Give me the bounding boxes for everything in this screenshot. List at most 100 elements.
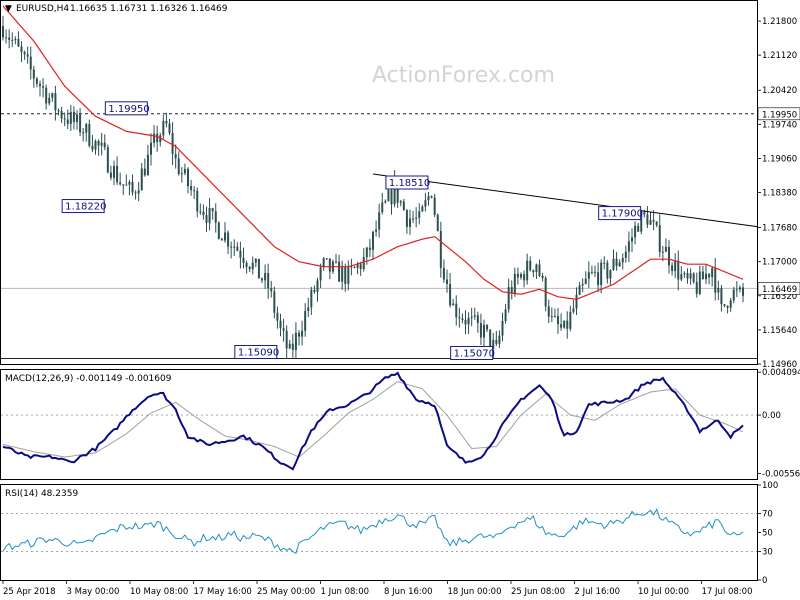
candle-body [261,278,263,281]
level-box [234,344,278,359]
candle-body [11,39,14,41]
time-tick-label: 25 Jun 08:00 [511,587,565,597]
candle-body [242,257,245,263]
candle-body [692,273,695,282]
price-tick-label: 1.21800 [762,17,797,27]
candle-body [60,110,63,119]
macd-lines [1,371,757,471]
price-tick-label: 1.18380 [762,189,797,199]
time-tick-label: 25 May 00:00 [257,587,315,597]
candle-body [288,343,291,349]
candle-body [353,267,356,269]
candle-body [695,281,698,294]
candle-body [547,306,550,317]
candle-body [430,196,433,198]
candle-body [418,211,421,218]
candle-body [424,200,427,207]
level-box [450,345,494,360]
candle-body [190,186,193,191]
candle-body [94,140,97,150]
candle-body [705,273,707,280]
candle-body [399,201,402,203]
candle-body [193,190,196,192]
candle-body [230,246,233,248]
candle-body [313,289,316,292]
candle-body [698,271,701,294]
time-tick-label: 18 Jun 00:00 [448,587,502,597]
candle-body [356,264,359,268]
candle-body [26,54,29,57]
candle-body [88,124,91,146]
candle-body [85,124,88,133]
candle-body [359,264,362,270]
dropdown-triangle-icon[interactable]: ▼ [5,4,12,14]
candle-body [658,225,661,253]
candle-body [119,182,122,185]
candle-body [128,181,131,185]
candle-body [214,211,217,223]
macd-tick-label: -0.005568 [762,469,800,479]
candle-body [686,272,689,279]
price-tick-label: 1.14960 [762,360,797,370]
candle-body [455,303,458,318]
candle-body [412,218,415,220]
candle-body [23,52,26,55]
candle-body [600,262,603,286]
candle-body [63,118,66,120]
candle-body [217,222,220,239]
macd-axis: 0.004094 0.00 -0.005568 [757,368,800,479]
price-tick-label: 1.17680 [762,224,797,234]
level-label: 1.17900 [602,209,643,220]
candle-body [442,267,445,280]
candle-body [375,229,378,232]
candle-body [79,114,82,133]
candle-body [273,291,276,313]
candle-body [140,168,143,191]
candle-body [597,272,600,286]
candle-body [39,83,41,87]
price-tick-label: 1.19060 [762,154,797,164]
time-tick-label: 2 Jul 16:00 [575,587,621,597]
candle-body [495,339,498,344]
candle-body [365,247,368,258]
candle-body [581,283,584,286]
candle-body [294,332,297,350]
trendline-layer [372,173,758,228]
candle-body [634,225,637,238]
candle-body [458,317,461,319]
candle-body [467,317,470,325]
candle-body [421,206,424,212]
candle-body [328,258,331,272]
candle-body [103,142,106,148]
candle-body [396,180,399,203]
candle-body [390,190,393,205]
candle-body [612,258,615,270]
candle-body [66,119,69,124]
candle-body [368,247,371,250]
price-tick-label: 1.20420 [762,86,797,96]
candle-body [541,275,544,279]
candle-body [615,258,618,267]
line-price-box [757,107,800,121]
candle-body [513,273,516,294]
candle-body [532,270,535,273]
candle-body [298,332,300,337]
candle-body [270,288,273,292]
candle-body [594,271,596,273]
candle-body [569,311,572,329]
candle-body [17,38,20,47]
time-tick-label: 17 May 16:00 [194,587,252,597]
candle-body [187,168,189,187]
level-box [61,199,105,214]
candle-body [726,305,729,308]
candle-body [606,262,609,279]
candle-body [5,37,8,39]
candle-body [113,166,115,178]
candle-body [341,267,344,282]
candle-body [239,250,242,258]
candle-body [550,316,553,318]
candle-body [307,307,310,311]
candle-body [652,220,655,222]
candle-body [2,26,4,38]
candle-body [476,315,479,324]
